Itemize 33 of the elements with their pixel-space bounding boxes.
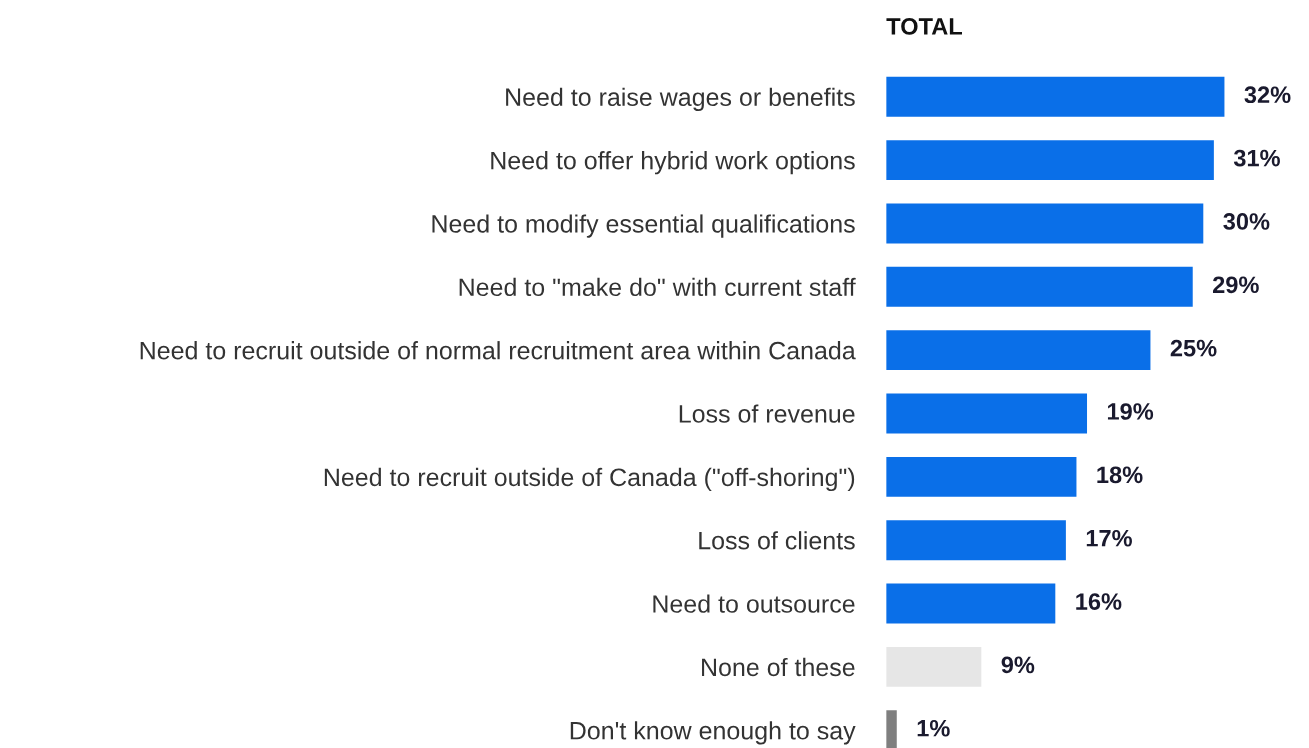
- bar: [886, 330, 1151, 371]
- y-tick-label: Don't know enough to say: [570, 721, 856, 745]
- data-label: 32%: [1244, 86, 1291, 104]
- y-tick-label: Need to "make do" with current staff: [459, 277, 856, 297]
- bar: [886, 583, 1056, 624]
- chart-title: TOTAL: [886, 18, 962, 35]
- y-tick-label: Need to raise wages or benefits: [506, 87, 855, 111]
- y-tick-label: Need to offer hybrid work options: [491, 151, 855, 175]
- bar: [886, 203, 1204, 244]
- y-tick-label: Need to outsource: [653, 594, 855, 613]
- data-label: 1%: [917, 719, 950, 737]
- bar: [886, 140, 1214, 181]
- y-tick-label: None of these: [702, 657, 855, 677]
- bar: [886, 520, 1066, 561]
- data-label: 18%: [1097, 466, 1143, 484]
- bar: [886, 646, 982, 687]
- y-tick-label: Need to recruit outside of Canada ("off-shoring"): [324, 467, 855, 492]
- data-label: 16%: [1076, 593, 1122, 610]
- bar: [886, 266, 1193, 307]
- data-label: 29%: [1212, 276, 1259, 294]
- bar: [886, 456, 1077, 497]
- y-tick-label: Loss of clients: [699, 531, 855, 550]
- data-label: 9%: [1001, 656, 1035, 674]
- y-tick-label: Need to recruit outside of normal recruitment area within Canada: [140, 341, 856, 360]
- y-tick-label: Need to modify essential qualifications: [432, 214, 855, 238]
- y-tick-label: Loss of revenue: [679, 404, 855, 423]
- bar: [886, 393, 1088, 434]
- bar: [886, 76, 1225, 117]
- data-label: 19%: [1107, 403, 1154, 420]
- data-label: 25%: [1170, 339, 1217, 357]
- data-label: 31%: [1233, 149, 1280, 167]
- data-label: 30%: [1223, 213, 1270, 230]
- data-label: 17%: [1086, 529, 1132, 547]
